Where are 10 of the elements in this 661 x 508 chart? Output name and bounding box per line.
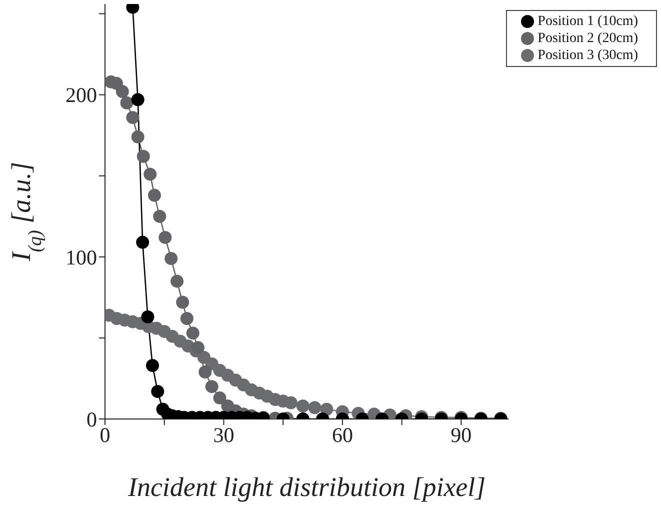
x-axis-title: Incident light distribution [pixel] (126, 472, 486, 502)
x-tick-label: 30 (213, 422, 234, 447)
y-tick-label: 100 (66, 245, 97, 270)
legend-label: Position 1 (10cm) (538, 14, 638, 29)
x-tick-label: 60 (332, 422, 353, 447)
x-tick-label: 90 (450, 422, 472, 447)
y-tick-label: 0 (86, 407, 97, 432)
y-tick-label: 200 (66, 83, 97, 108)
legend-label: Position 2 (20cm) (538, 31, 638, 46)
legend-label: Position 3 (30cm) (538, 48, 638, 63)
